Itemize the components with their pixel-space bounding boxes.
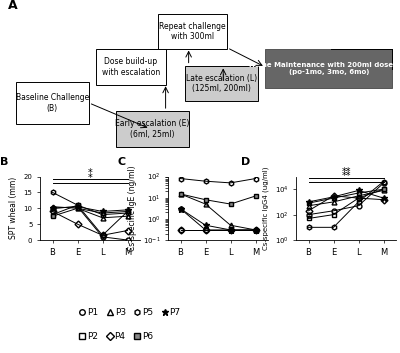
Y-axis label: SPT wheal (mm): SPT wheal (mm) bbox=[9, 177, 18, 239]
FancyBboxPatch shape bbox=[185, 66, 258, 101]
Text: Baseline Challenge
(B): Baseline Challenge (B) bbox=[16, 93, 89, 113]
FancyBboxPatch shape bbox=[16, 82, 89, 124]
FancyBboxPatch shape bbox=[158, 13, 227, 49]
FancyBboxPatch shape bbox=[266, 49, 392, 88]
Text: D: D bbox=[241, 157, 250, 167]
Y-axis label: Cs-specific IgG4 (ug/ml): Cs-specific IgG4 (ug/ml) bbox=[262, 167, 269, 250]
Y-axis label: Cs-specific IgE (ng/ml): Cs-specific IgE (ng/ml) bbox=[128, 166, 137, 251]
Text: B: B bbox=[0, 157, 8, 167]
Text: Repeat challenge
with 300ml: Repeat challenge with 300ml bbox=[159, 22, 226, 41]
Text: Late escalation (L)
(125ml, 200ml): Late escalation (L) (125ml, 200ml) bbox=[186, 74, 257, 93]
Text: Early escalation (E)
(6ml, 25ml): Early escalation (E) (6ml, 25ml) bbox=[115, 119, 189, 138]
Text: Home Maintenance with 200ml dose (M)
(po-1mo, 3mo, 6mo): Home Maintenance with 200ml dose (M) (po… bbox=[249, 62, 400, 75]
Text: **: ** bbox=[341, 171, 351, 181]
FancyBboxPatch shape bbox=[116, 111, 189, 147]
Text: *: * bbox=[88, 168, 92, 178]
Text: *: * bbox=[88, 173, 92, 183]
Text: C: C bbox=[118, 157, 126, 167]
Text: A: A bbox=[8, 0, 18, 12]
Text: Dose build-up
with escalation: Dose build-up with escalation bbox=[102, 58, 160, 77]
FancyBboxPatch shape bbox=[96, 49, 166, 85]
Legend: P1, P3, P5, P7: P1, P3, P5, P7 bbox=[76, 305, 184, 321]
Text: **: ** bbox=[341, 167, 351, 178]
